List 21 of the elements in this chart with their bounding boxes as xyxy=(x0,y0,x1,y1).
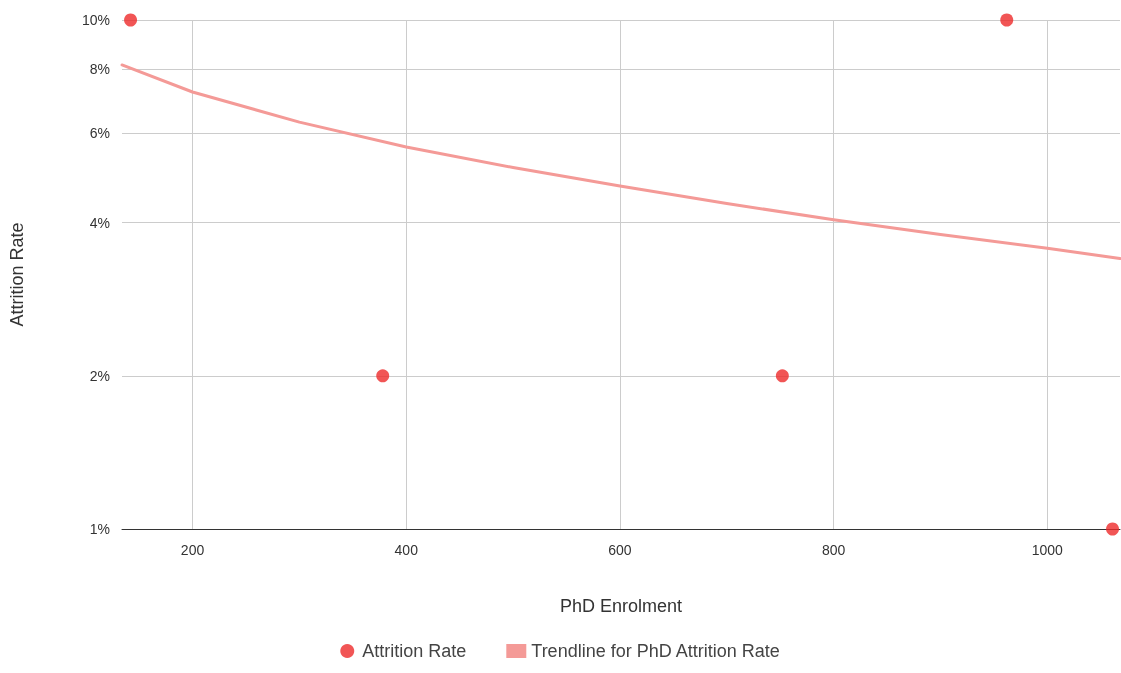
x-tick-label: 800 xyxy=(821,542,846,558)
y-tick-label: 10% xyxy=(81,12,110,28)
legend-label: Attrition Rate xyxy=(362,641,467,661)
line-series xyxy=(120,63,1121,260)
point xyxy=(1106,522,1120,536)
y-tick-label: 1% xyxy=(89,521,110,537)
y-axis-title: Attrition Rate xyxy=(7,222,27,327)
point xyxy=(1000,13,1014,27)
y-tick-label: 8% xyxy=(89,61,110,78)
x-tick-label: 600 xyxy=(608,542,632,558)
legend-label: Trendline for PhD Attrition Rate xyxy=(531,641,780,661)
x-tick-label: 1000 xyxy=(1031,542,1064,558)
x-tick-label: 400 xyxy=(394,542,419,558)
y-tick-label: 4% xyxy=(89,214,110,231)
y-tick-label: 6% xyxy=(89,124,110,141)
point xyxy=(775,369,789,383)
y-tick-label: 2% xyxy=(89,367,110,384)
point xyxy=(376,369,390,383)
x-axis-title: PhD Enrolment xyxy=(559,596,683,616)
x-tick-label: 200 xyxy=(180,542,205,558)
point xyxy=(124,13,138,27)
